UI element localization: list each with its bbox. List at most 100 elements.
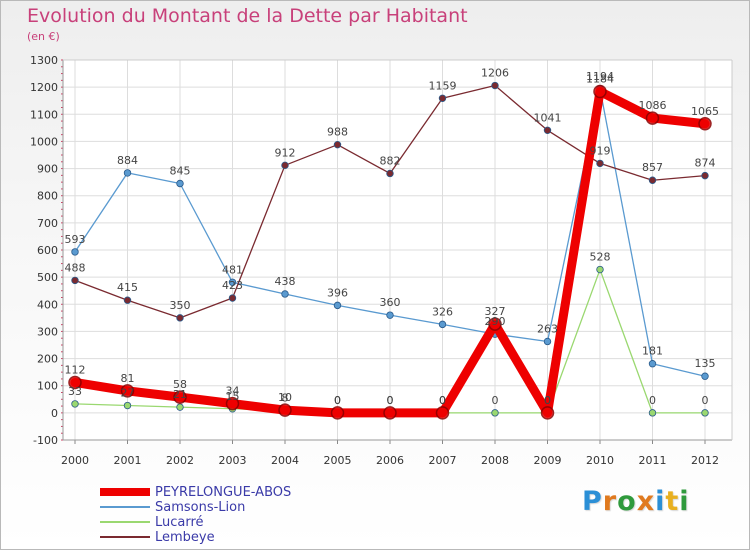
x-tick-label: 2003 (219, 454, 247, 467)
y-tick-label: 1300 (30, 54, 58, 67)
data-point-lucarr (123, 401, 132, 410)
data-point-samsons-lion (543, 337, 552, 346)
data-label-peyrelongue-abos: 81 (121, 372, 135, 385)
data-point-lembeye (71, 276, 79, 285)
legend-label: PEYRELONGUE-ABOS (155, 485, 292, 500)
data-point-peyrelongue-abos (68, 375, 82, 390)
data-point-peyrelongue-abos (593, 84, 607, 99)
x-tick-label: 2012 (691, 454, 719, 467)
legend-swatch (100, 521, 150, 523)
data-point-peyrelongue-abos (225, 396, 240, 411)
y-tick-label: 1100 (30, 108, 58, 121)
data-point-lembeye (176, 314, 184, 322)
data-label-samsons-lion: 884 (117, 154, 138, 167)
x-tick-label: 2007 (429, 454, 457, 467)
logo-letter: o (617, 486, 637, 517)
y-tick-label: 500 (37, 271, 58, 284)
data-label-lucarr: 0 (439, 394, 446, 407)
x-tick-label: 2005 (324, 454, 352, 467)
data-label-lucarr: 0 (334, 394, 341, 407)
data-label-lembeye: 874 (695, 157, 716, 170)
data-point-lucarr (176, 403, 184, 411)
data-label-lembeye: 919 (590, 144, 611, 157)
legend-label: Lucarré (155, 515, 204, 530)
y-tick-label: 0 (51, 407, 58, 420)
data-point-peyrelongue-abos (278, 403, 292, 417)
data-point-peyrelongue-abos (488, 317, 502, 331)
x-tick-label: 2010 (586, 454, 614, 467)
data-label-lembeye: 423 (222, 279, 243, 292)
data-label-peyrelongue-abos: 58 (173, 378, 187, 391)
data-label-lembeye: 488 (65, 261, 86, 274)
data-label-samsons-lion: 845 (170, 165, 191, 178)
data-label-samsons-lion: 593 (65, 233, 86, 246)
data-label-peyrelongue-abos: 10 (278, 391, 292, 404)
data-label-lembeye: 1041 (534, 111, 562, 124)
data-label-samsons-lion: 360 (380, 296, 401, 309)
data-label-lucarr: 528 (590, 251, 611, 264)
data-label-lembeye: 1206 (481, 67, 509, 80)
legend-label: Samsons-Lion (155, 500, 246, 515)
logo-letter: t (665, 486, 680, 517)
data-label-samsons-lion: 481 (222, 263, 243, 276)
legend-swatch (100, 488, 150, 496)
data-label-peyrelongue-abos: 0 (544, 394, 551, 407)
data-label-samsons-lion: 135 (695, 357, 716, 370)
data-point-samsons-lion (386, 311, 394, 319)
data-point-lembeye (543, 126, 552, 134)
data-point-lembeye (438, 94, 447, 102)
data-label-lembeye: 882 (380, 154, 401, 167)
x-tick-label: 2002 (166, 454, 194, 467)
data-point-samsons-lion (701, 372, 709, 380)
data-label-peyrelongue-abos: 1086 (639, 99, 667, 112)
data-label-lucarr: 0 (702, 394, 709, 407)
data-point-samsons-lion (228, 278, 237, 286)
data-point-lembeye (333, 140, 342, 149)
data-point-lucarr (701, 409, 709, 417)
x-tick-label: 2006 (376, 454, 404, 467)
chart-subtitle: (en €) (27, 30, 60, 43)
y-tick-label: 600 (37, 244, 58, 257)
data-label-lucarr: 27 (121, 387, 135, 400)
data-point-lembeye (228, 294, 237, 302)
data-label-samsons-lion: 1194 (586, 70, 614, 83)
data-point-lembeye (596, 159, 604, 168)
data-label-lembeye: 350 (170, 299, 191, 312)
data-label-samsons-lion: 181 (642, 345, 663, 358)
data-point-lembeye (123, 296, 132, 304)
data-point-samsons-lion (438, 320, 447, 329)
logo-letter: i (655, 486, 666, 517)
x-tick-label: 2011 (639, 454, 667, 467)
data-point-lembeye (701, 171, 709, 180)
data-point-peyrelongue-abos (330, 406, 345, 420)
data-label-lucarr: 21 (173, 388, 187, 401)
logo-letter: P (582, 486, 603, 517)
y-tick-label: 1000 (30, 135, 58, 148)
y-tick-label: 700 (37, 217, 58, 230)
data-point-samsons-lion (176, 179, 184, 188)
x-tick-label: 2008 (481, 454, 509, 467)
data-label-samsons-lion: 396 (327, 286, 348, 299)
data-label-lucarr: 15 (226, 390, 240, 403)
x-tick-label: 2000 (61, 454, 89, 467)
y-tick-label: -100 (33, 434, 58, 447)
data-label-peyrelongue-abos: 327 (485, 305, 506, 318)
data-point-samsons-lion (333, 301, 342, 310)
legend-swatch (100, 506, 150, 508)
logo-letter: x (636, 486, 656, 517)
data-point-peyrelongue-abos (173, 390, 187, 404)
data-point-samsons-lion (281, 290, 289, 298)
data-label-lucarr: 33 (68, 385, 82, 398)
data-label-peyrelongue-abos: 34 (226, 385, 240, 398)
y-tick-label: 800 (37, 190, 58, 203)
x-tick-label: 2001 (114, 454, 142, 467)
data-point-peyrelongue-abos (645, 111, 660, 125)
data-point-lucarr (596, 265, 604, 274)
data-label-samsons-lion: 290 (485, 315, 506, 328)
y-tick-label: 200 (37, 353, 58, 366)
data-label-samsons-lion: 438 (275, 275, 296, 288)
data-point-lucarr (71, 400, 79, 408)
legend-label: Lembeye (155, 530, 215, 545)
data-point-peyrelongue-abos (383, 406, 397, 420)
